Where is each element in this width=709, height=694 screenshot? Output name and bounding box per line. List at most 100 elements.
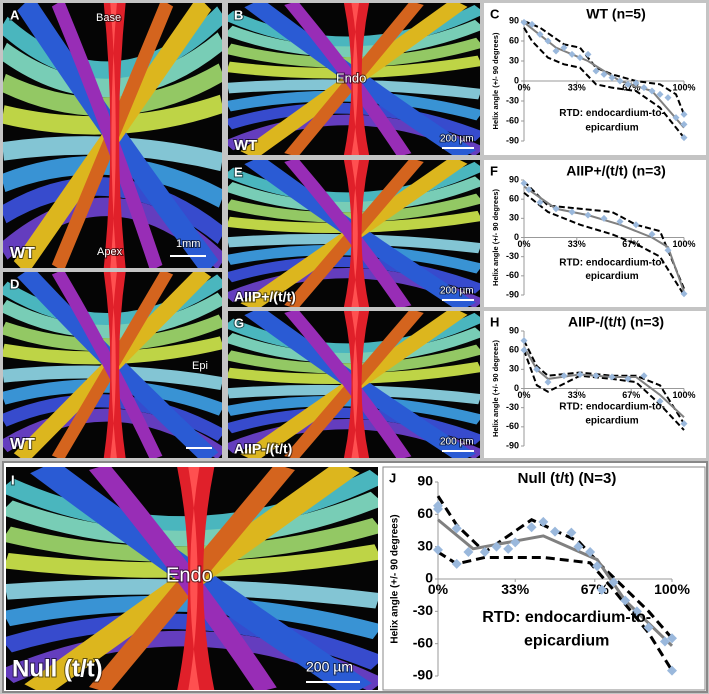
- x-tick-label: 33%: [568, 390, 586, 400]
- series-line: [523, 27, 685, 139]
- data-point: [538, 516, 549, 527]
- chart-title: WT (n=5): [586, 6, 646, 22]
- scale-label: 200 µm: [440, 134, 474, 145]
- image-label: Base: [96, 12, 121, 24]
- y-tick-label: 0: [514, 232, 519, 242]
- y-tick-label: -90: [506, 135, 519, 145]
- data-point: [573, 541, 584, 552]
- panel-letter: B: [234, 7, 243, 22]
- y-axis-label: Helix angle (+/- 90 degrees): [491, 189, 500, 286]
- scale-label: 200 µm: [440, 286, 474, 297]
- panel-letter: A: [10, 7, 20, 22]
- annotation: epicardium: [585, 415, 638, 426]
- data-point: [528, 20, 536, 28]
- data-point: [544, 37, 552, 45]
- data-point: [640, 372, 648, 380]
- y-tick-label: 60: [509, 35, 519, 45]
- data-point: [620, 595, 631, 606]
- image-label: Apex: [97, 246, 123, 258]
- annotation: epicardium: [524, 632, 609, 649]
- x-tick-label: 0%: [517, 390, 530, 400]
- image-label: WT: [10, 436, 35, 453]
- panel-letter: C: [490, 6, 500, 21]
- y-tick-label: -90: [413, 667, 433, 683]
- data-point: [656, 397, 664, 405]
- data-point: [520, 337, 528, 345]
- y-tick-label: 30: [509, 364, 519, 374]
- x-tick-label: 67%: [622, 239, 640, 249]
- chart-title: Null (t/t) (N=3): [518, 470, 617, 487]
- panel-letter: D: [10, 276, 19, 291]
- annotation: RTD: endocardium-to-: [482, 609, 651, 626]
- y-tick-label: -30: [506, 402, 519, 412]
- y-tick-label: 0: [425, 570, 433, 586]
- panel-letter: I: [11, 472, 15, 487]
- data-point: [616, 77, 624, 85]
- annotation: epicardium: [585, 271, 638, 282]
- image-label: WT: [234, 137, 257, 154]
- data-point: [592, 561, 603, 572]
- data-point: [643, 622, 654, 633]
- data-point: [672, 114, 680, 122]
- chart-panel: [484, 160, 706, 307]
- data-point: [544, 378, 552, 386]
- panel-letter: E: [234, 164, 243, 179]
- data-point: [451, 558, 462, 569]
- image-label: WT: [10, 245, 35, 262]
- data-point: [600, 70, 608, 78]
- data-point: [664, 94, 672, 102]
- data-point: [451, 523, 462, 534]
- data-point: [463, 547, 474, 558]
- data-point: [576, 370, 584, 378]
- data-point: [510, 537, 521, 548]
- data-point: [592, 67, 600, 75]
- x-tick-label: 100%: [672, 390, 695, 400]
- y-tick-label: 90: [509, 15, 519, 25]
- image-label: AIIP+/(t/t): [234, 289, 296, 305]
- y-tick-label: 60: [509, 194, 519, 204]
- data-point: [560, 372, 568, 380]
- series-line: [523, 191, 685, 296]
- data-point: [632, 79, 640, 87]
- y-tick-label: -90: [506, 440, 519, 450]
- data-point: [596, 584, 607, 595]
- data-point: [592, 372, 600, 380]
- annotation: RTD: endocardium-to-: [559, 108, 665, 119]
- y-tick-label: 60: [509, 345, 519, 355]
- scale-label: 1mm: [176, 238, 200, 250]
- y-tick-label: 0: [514, 75, 519, 85]
- data-point: [680, 290, 688, 298]
- data-point: [624, 375, 632, 383]
- annotation: RTD: endocardium-to-: [559, 402, 665, 413]
- x-tick-label: 33%: [501, 581, 530, 597]
- x-tick-label: 67%: [622, 83, 640, 93]
- y-tick-label: -30: [506, 251, 519, 261]
- panel-letter: F: [490, 163, 498, 178]
- chart-title: AIIP+/(t/t) (n=3): [566, 163, 666, 179]
- data-point: [533, 365, 541, 373]
- y-tick-label: 30: [509, 55, 519, 65]
- data-point: [624, 80, 632, 88]
- data-point: [585, 547, 596, 558]
- data-point: [656, 90, 664, 98]
- x-tick-label: 67%: [622, 390, 640, 400]
- data-point: [659, 636, 670, 647]
- data-point: [584, 50, 592, 58]
- data-point: [680, 134, 688, 142]
- data-point: [479, 547, 490, 558]
- data-point: [608, 577, 619, 588]
- chart-title: AIIP-/(t/t) (n=3): [568, 314, 664, 330]
- data-point: [566, 527, 577, 538]
- data-point: [520, 346, 528, 354]
- data-point: [576, 54, 584, 62]
- x-tick-label: 100%: [654, 581, 690, 597]
- y-axis-label: Helix angle (+/- 90 degrees): [491, 340, 500, 437]
- image-label: AIIP-/(t/t): [234, 441, 292, 457]
- y-tick-label: -90: [506, 289, 519, 299]
- data-point: [552, 47, 560, 55]
- x-tick-label: 100%: [672, 83, 695, 93]
- image-label: Endo: [166, 564, 213, 586]
- data-point: [560, 44, 568, 52]
- panel-letter: J: [389, 470, 396, 485]
- y-tick-label: 90: [509, 325, 519, 335]
